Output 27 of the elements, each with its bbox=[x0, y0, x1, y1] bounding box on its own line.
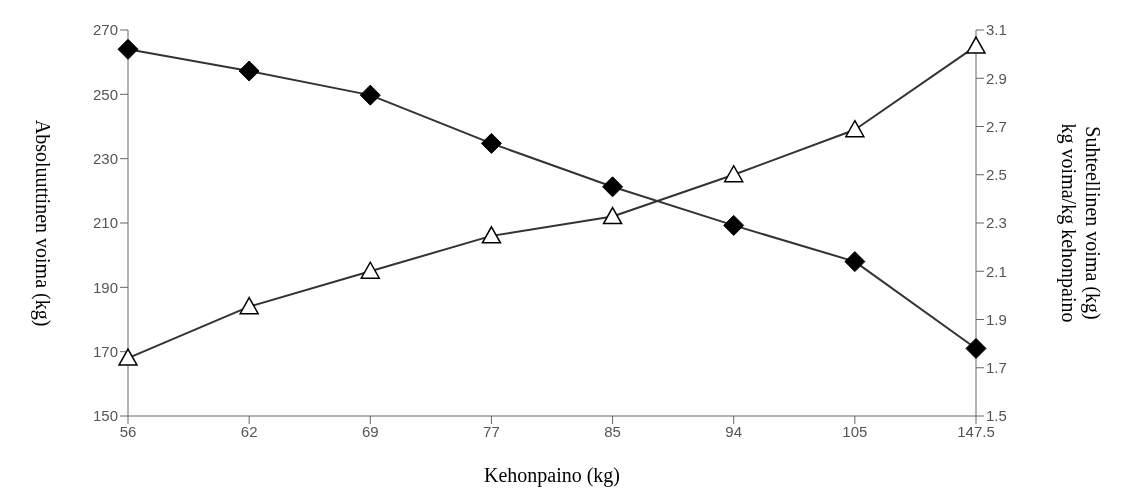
x-tick-label: 85 bbox=[604, 422, 621, 440]
x-tick-label: 77 bbox=[483, 422, 500, 440]
x-tick-label: 105 bbox=[842, 422, 868, 440]
x-tick-label: 69 bbox=[361, 422, 379, 440]
y2-tick-label: 1.9 bbox=[986, 310, 1007, 328]
y-tick-label: 190 bbox=[92, 278, 118, 296]
x-tick-label: 62 bbox=[240, 422, 258, 440]
y2-tick-label: 2.9 bbox=[986, 69, 1007, 87]
x-axis-title: Kehonpaino (kg) bbox=[483, 464, 621, 487]
y2-tick-label: 2.1 bbox=[986, 262, 1007, 280]
x-tick-label: 147.5 bbox=[957, 422, 995, 440]
y-tick-label: 270 bbox=[92, 21, 118, 39]
x-tick-label: 94 bbox=[725, 422, 743, 440]
y-tick-label: 210 bbox=[92, 214, 118, 232]
y-tick-label: 170 bbox=[92, 342, 118, 360]
y2-axis-title: Suhteellinen voima (kg) kg voima/kg kehonpaino bbox=[1057, 123, 1104, 323]
y-axis-title: Absoluuttinen voima (kg) bbox=[31, 119, 54, 327]
y2-tick-label: 2.3 bbox=[986, 214, 1007, 232]
x-tick-label: 56 bbox=[119, 422, 137, 440]
y2-tick-label: 2.5 bbox=[986, 166, 1007, 184]
y2-tick-label: 2.7 bbox=[986, 117, 1007, 135]
y2-tick-label: 1.5 bbox=[986, 407, 1007, 425]
y-tick-label: 230 bbox=[92, 149, 118, 167]
y-tick-label: 150 bbox=[92, 407, 118, 425]
y2-tick-label: 3.1 bbox=[986, 21, 1007, 39]
y2-tick-label: 1.7 bbox=[986, 359, 1007, 377]
y-tick-label: 250 bbox=[92, 85, 118, 103]
